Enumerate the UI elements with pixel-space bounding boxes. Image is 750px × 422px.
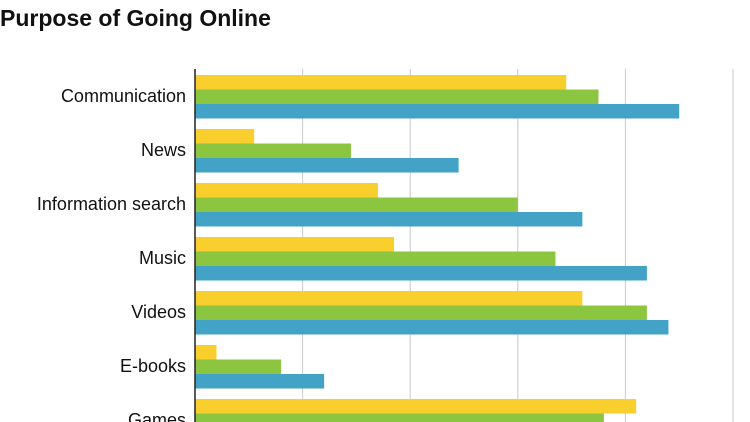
bar xyxy=(195,399,637,414)
bar xyxy=(195,320,669,335)
bar xyxy=(195,413,604,422)
bar xyxy=(195,89,599,104)
y-tick-label: Games xyxy=(128,410,186,422)
y-tick-label: Communication xyxy=(61,86,186,106)
bar xyxy=(195,374,325,389)
chart-title: Purpose of Going Online xyxy=(0,5,271,31)
bar xyxy=(195,158,459,173)
y-tick-label: Information search xyxy=(37,194,186,214)
y-tick-label: Music xyxy=(139,248,186,268)
bar xyxy=(195,345,217,360)
bar xyxy=(195,183,378,198)
y-tick-label: Videos xyxy=(131,302,186,322)
bar xyxy=(195,291,583,306)
bar xyxy=(195,129,255,144)
bar xyxy=(195,251,556,266)
bar xyxy=(195,104,680,119)
bar xyxy=(195,212,583,227)
bar xyxy=(195,266,647,281)
bar xyxy=(195,237,395,252)
bar xyxy=(195,75,567,90)
y-tick-label: E-books xyxy=(120,356,186,376)
bar xyxy=(195,305,647,320)
bar xyxy=(195,359,282,374)
y-tick-label: News xyxy=(141,140,186,160)
bar xyxy=(195,197,518,212)
bar xyxy=(195,143,352,158)
